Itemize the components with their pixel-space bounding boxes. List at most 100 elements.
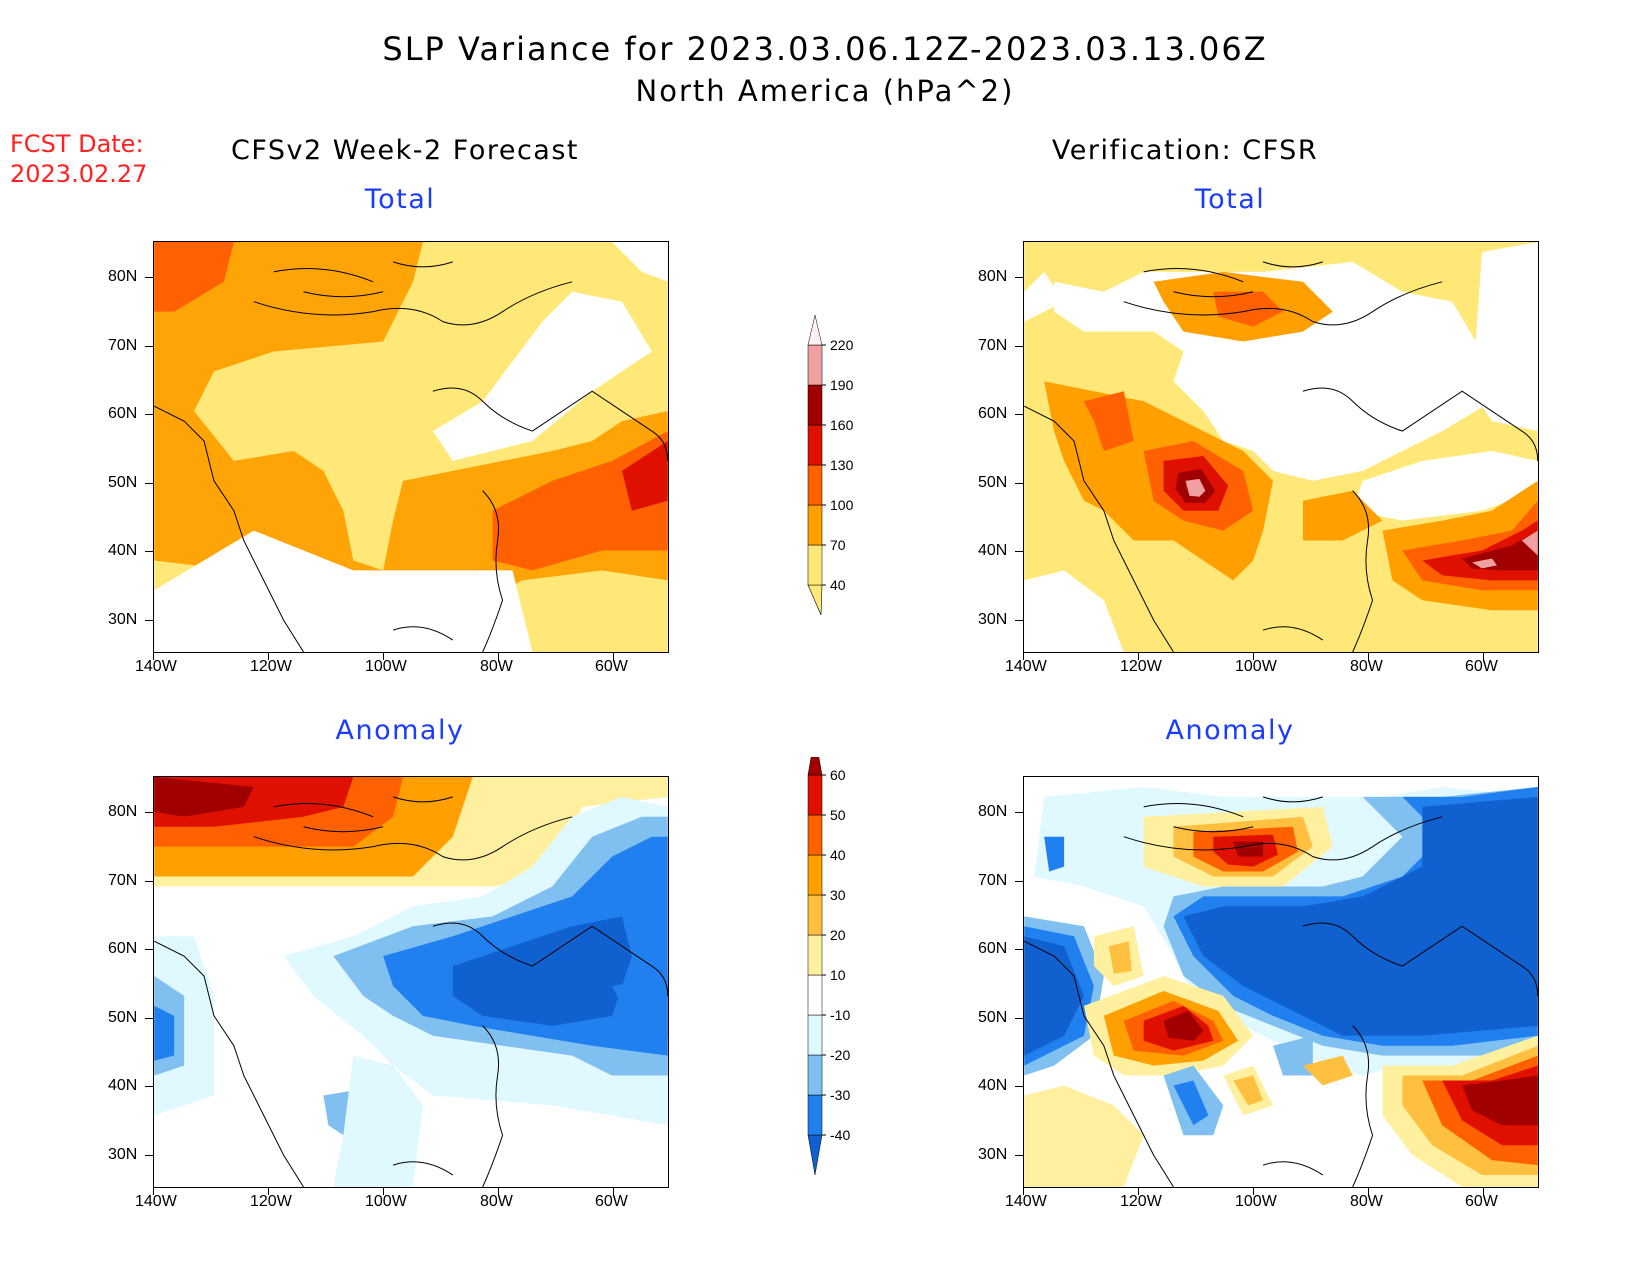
lat-tick-label: 50N (978, 1009, 1008, 1026)
lon-tick-label: 60W (1465, 658, 1498, 675)
lat-tick-label: 80N (978, 268, 1008, 285)
lat-tick (1015, 1086, 1023, 1087)
lat-tick-label: 70N (978, 337, 1008, 354)
lon-tick (498, 1188, 499, 1195)
colorbar-box (807, 544, 823, 586)
colorbar-label: 160 (830, 417, 854, 433)
lat-tick (145, 1018, 153, 1019)
lon-tick-label: 140W (135, 1193, 177, 1210)
lat-tick (145, 346, 153, 347)
lon-tick-label: 80W (480, 1193, 513, 1210)
lat-tick (145, 551, 153, 552)
colorbar-box (807, 504, 823, 546)
lon-tick (1368, 1188, 1369, 1195)
verification-total-title: Total (1194, 184, 1266, 215)
colorbar-label: 220 (830, 337, 854, 353)
lon-tick-label: 80W (1350, 658, 1383, 675)
colorbar-box (807, 894, 823, 936)
colorbar-label: -40 (830, 1127, 850, 1143)
lat-tick (1015, 620, 1023, 621)
lat-tick-label: 40N (108, 542, 138, 559)
lon-tick-label: 140W (1005, 658, 1047, 675)
colorbar-box (807, 424, 823, 466)
lat-tick-label: 30N (978, 611, 1008, 628)
lat-tick (1015, 812, 1023, 813)
fcst-date-value: 2023.02.27 (10, 160, 148, 188)
lat-tick (145, 949, 153, 950)
lon-tick-label: 100W (1235, 658, 1277, 675)
coastline-icon (1024, 796, 1538, 1187)
lat-tick (145, 812, 153, 813)
lat-tick-label: 30N (978, 1146, 1008, 1163)
verification-anomaly-title: Anomaly (1165, 715, 1295, 746)
colorbar-box (807, 854, 823, 896)
colorbar-box (807, 974, 823, 1016)
coastline-icon (1024, 261, 1538, 652)
lon-tick-label: 80W (480, 658, 513, 675)
lat-tick-label: 60N (108, 940, 138, 957)
anomaly-colorbar: -40 -30 -20 -10 10 20 30 40 50 60 (807, 757, 850, 1176)
lon-tick (1023, 653, 1024, 660)
lat-tick (145, 277, 153, 278)
lat-tick-label: 60N (978, 940, 1008, 957)
colorbar-box (807, 814, 823, 856)
colorbar-label: 40 (830, 847, 846, 863)
lon-tick (383, 1188, 384, 1195)
lat-tick-label: 70N (108, 872, 138, 889)
verification-anomaly-map (1023, 776, 1539, 1188)
lon-tick-label: 60W (595, 658, 628, 675)
lat-tick-label: 80N (108, 268, 138, 285)
lon-tick (613, 653, 614, 660)
forecast-anomaly-title: Anomaly (335, 715, 465, 746)
total-colorbar: 40 70 100 130 160 190 220 (807, 314, 854, 615)
colorbar-label: 130 (830, 457, 854, 473)
colorbar-box (807, 1014, 823, 1056)
coastline-icon (154, 796, 668, 1187)
lon-tick (153, 1188, 154, 1195)
lon-tick (1483, 1188, 1484, 1195)
lat-tick-label: 30N (108, 1146, 138, 1163)
lat-tick (1015, 414, 1023, 415)
lat-tick (145, 483, 153, 484)
colorbar-label: 50 (830, 807, 846, 823)
lon-tick-label: 60W (595, 1193, 628, 1210)
colorbar-label: -30 (830, 1087, 850, 1103)
lat-tick-label: 50N (108, 1009, 138, 1026)
colorbar-label: 190 (830, 377, 854, 393)
colorbar-label: -20 (830, 1047, 850, 1063)
lat-tick (1015, 1018, 1023, 1019)
colorbar-cap (807, 314, 823, 346)
lon-tick-label: 100W (365, 658, 407, 675)
lon-tick (268, 653, 269, 660)
lat-tick (145, 620, 153, 621)
lat-tick-label: 40N (978, 1077, 1008, 1094)
main-title: SLP Variance for 2023.03.06.12Z-2023.03.… (382, 30, 1268, 68)
colorbar-cap (807, 757, 823, 776)
colorbar-box (807, 384, 823, 426)
lat-tick (145, 881, 153, 882)
lat-tick (145, 414, 153, 415)
lat-tick (145, 1155, 153, 1156)
lon-tick-label: 140W (1005, 1193, 1047, 1210)
forecast-anomaly-map (153, 776, 669, 1188)
lon-tick (613, 1188, 614, 1195)
lat-tick-label: 60N (108, 405, 138, 422)
lon-tick-label: 120W (250, 658, 292, 675)
colorbar-label: 30 (830, 887, 846, 903)
lon-tick-label: 100W (1235, 1193, 1277, 1210)
lon-tick (153, 653, 154, 660)
lat-tick-label: 40N (108, 1077, 138, 1094)
verification-column-title: Verification: CFSR (1051, 135, 1319, 166)
lat-tick (1015, 483, 1023, 484)
coastline-icon (154, 261, 668, 652)
colorbar-label: 40 (830, 577, 846, 593)
lat-tick (145, 1086, 153, 1087)
lat-tick-label: 40N (978, 542, 1008, 559)
lon-tick-label: 60W (1465, 1193, 1498, 1210)
lat-tick (1015, 881, 1023, 882)
lat-tick (1015, 1155, 1023, 1156)
lon-tick (1023, 1188, 1024, 1195)
colorbar-box (807, 1054, 823, 1096)
main-subtitle: North America (hPa^2) (635, 74, 1015, 108)
colorbar-cap (807, 1134, 823, 1176)
